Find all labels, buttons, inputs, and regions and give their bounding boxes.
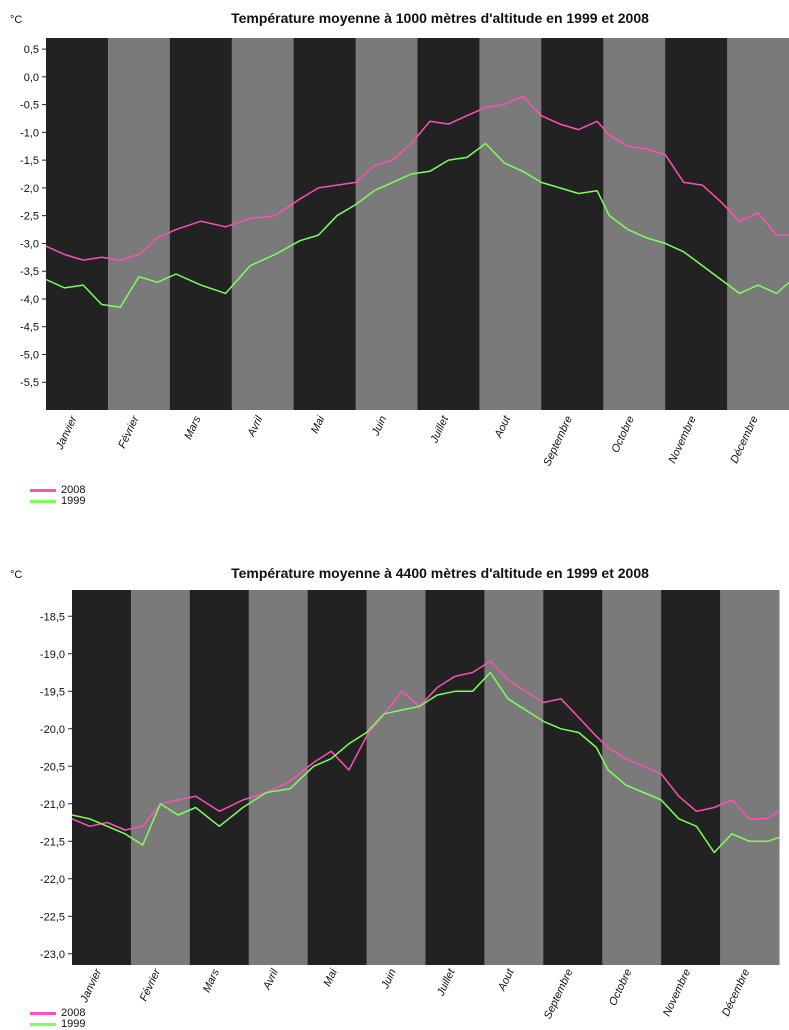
legend-swatch-1999 xyxy=(30,500,56,503)
month-label: Janvier xyxy=(78,966,105,1005)
series-line-1999 xyxy=(71,671,780,854)
month-label: Aout xyxy=(496,966,517,993)
series-line-2008 xyxy=(45,95,789,261)
month-label: Aout xyxy=(492,413,513,440)
month-label: Mai xyxy=(321,967,340,989)
legend-label: 1999 xyxy=(61,495,86,507)
month-label: Octobre xyxy=(610,414,637,455)
y-tick-label: -19,5 xyxy=(40,686,65,698)
month-band-7 xyxy=(484,590,544,965)
y-tick-label: -23,0 xyxy=(40,949,65,961)
month-band-6 xyxy=(417,38,480,410)
month-label: Mars xyxy=(182,414,203,442)
y-tick-label: -1,5 xyxy=(20,155,39,167)
chart-plot: 0,5 0,0 -0,5 -1,0 -1,5 -2,0 -2,5 -3,0 -3,5 -4,0 -4… xyxy=(20,38,789,468)
y-tick-label: 0,5 xyxy=(24,44,39,56)
month-band-8 xyxy=(543,590,603,965)
y-tick-label: -20,0 xyxy=(40,724,65,736)
month-label: Juillet xyxy=(434,966,458,998)
month-label: Janvier xyxy=(53,413,80,452)
y-tick-label: 0,0 xyxy=(24,72,39,84)
y-tick-label: -2,5 xyxy=(20,211,39,223)
legend-item-1999: 1999 xyxy=(30,496,85,507)
month-band-1 xyxy=(130,590,191,965)
y-tick-label: -22,5 xyxy=(40,911,65,923)
month-label: Mai xyxy=(309,414,328,436)
month-label: Juillet xyxy=(428,413,452,445)
month-band-10 xyxy=(661,590,721,965)
month-label: Avril xyxy=(245,414,265,440)
month-label: Mars xyxy=(201,967,222,995)
month-band-3 xyxy=(248,590,309,965)
month-label: Février xyxy=(116,413,142,450)
y-tick-label: -1,0 xyxy=(20,127,39,139)
y-tick-label: -18,5 xyxy=(40,611,65,623)
y-tick-label: -3,0 xyxy=(20,238,39,250)
unit-label: °C xyxy=(10,14,23,26)
y-tick-label: -0,5 xyxy=(20,100,39,112)
month-label: Décembre xyxy=(728,414,760,465)
month-band-4 xyxy=(307,590,368,965)
y-tick-label: -3,5 xyxy=(20,266,39,278)
y-tick-label: -5,5 xyxy=(20,377,39,389)
month-label: Février xyxy=(138,966,164,1003)
legend-swatch-2008 xyxy=(30,1012,56,1015)
y-tick-label: -2,0 xyxy=(20,183,39,195)
legend-swatch-1999 xyxy=(30,1023,56,1026)
month-band-6 xyxy=(425,590,485,965)
month-band-11 xyxy=(720,590,780,965)
month-band-4 xyxy=(293,38,357,410)
month-label: Octobre xyxy=(607,967,634,1008)
month-band-9 xyxy=(602,590,662,965)
y-tick-label: -5,0 xyxy=(20,349,39,361)
month-band-11 xyxy=(727,38,789,410)
chart-title: Température moyenne à 1000 mètres d'alti… xyxy=(231,10,649,26)
unit-label: °C xyxy=(10,569,23,581)
chart-title: Température moyenne à 4400 mètres d'alti… xyxy=(231,565,649,581)
chart-plot: -18,5 -19,0 -19,5 -20,0 -20,5 -21,0 -21,5 -22,0… xyxy=(40,590,780,1021)
series-line-1999 xyxy=(45,142,789,309)
legend-label: 2008 xyxy=(61,484,86,496)
legend-item-1999: 1999 xyxy=(30,1019,85,1030)
month-band-1 xyxy=(107,38,171,410)
month-label: Novembre xyxy=(661,967,693,1018)
month-band-8 xyxy=(541,38,604,410)
legend-item-2008: 2008 xyxy=(30,1008,85,1019)
month-label: Décembre xyxy=(720,967,752,1018)
month-label: Avril xyxy=(261,967,281,993)
y-tick-label: -4,0 xyxy=(20,294,39,306)
y-tick-label: -21,5 xyxy=(40,836,65,848)
series-line-2008 xyxy=(71,660,780,831)
month-band-3 xyxy=(231,38,295,410)
month-band-2 xyxy=(169,38,233,410)
month-label: Septembre xyxy=(541,414,575,468)
y-tick-label: -4,5 xyxy=(20,322,39,334)
month-band-2 xyxy=(189,590,250,965)
y-tick-label: -21,0 xyxy=(40,799,65,811)
legend-item-2008: 2008 xyxy=(30,485,85,496)
legend: 2008 1999 xyxy=(30,485,85,507)
month-label: Septembre xyxy=(542,967,576,1021)
y-tick-label: -20,5 xyxy=(40,761,65,773)
month-band-9 xyxy=(603,38,666,410)
month-label: Juin xyxy=(369,414,389,438)
month-band-0 xyxy=(46,38,109,410)
legend-label: 2008 xyxy=(61,1007,86,1019)
month-band-5 xyxy=(366,590,426,965)
month-band-10 xyxy=(665,38,728,410)
month-label: Juin xyxy=(379,967,399,991)
y-tick-label: -19,0 xyxy=(40,649,65,661)
y-tick-label: -22,0 xyxy=(40,874,65,886)
legend: 2008 1999 xyxy=(30,1008,85,1030)
legend-swatch-2008 xyxy=(30,489,56,492)
month-band-5 xyxy=(355,38,418,410)
chart-panel-1000m: °C Température moyenne à 1000 mètres d'a… xyxy=(10,10,789,507)
chart-panel-4400m: °C Température moyenne à 4400 mètres d'a… xyxy=(0,555,789,1030)
legend-label: 1999 xyxy=(61,1018,86,1030)
month-band-7 xyxy=(479,38,542,410)
month-label: Novembre xyxy=(667,414,699,465)
month-band-0 xyxy=(72,590,132,965)
